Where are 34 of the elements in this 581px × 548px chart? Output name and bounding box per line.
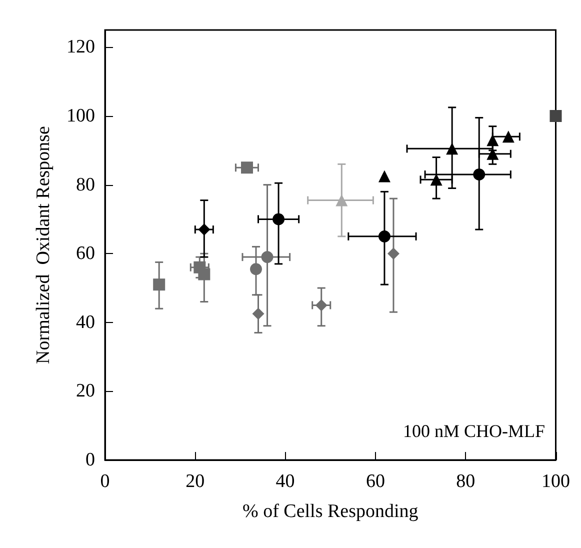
point	[315, 299, 328, 312]
y-tick-label: 40	[76, 312, 95, 333]
point	[502, 130, 514, 143]
point	[252, 308, 264, 320]
y-tick-label: 80	[76, 174, 95, 196]
point	[261, 251, 274, 264]
point	[473, 168, 486, 180]
x-tick-label: 100	[542, 471, 570, 492]
x-tick-label: 0	[100, 471, 110, 492]
y-axis-title: Normalized Oxidant Response	[33, 126, 54, 364]
y-tick-label: 20	[76, 380, 95, 402]
x-tick-label: 20	[186, 471, 205, 492]
x-tick-label: 60	[366, 471, 385, 492]
point	[446, 142, 458, 155]
point	[378, 230, 390, 242]
point	[387, 248, 400, 260]
point	[378, 170, 390, 182]
point	[194, 261, 206, 274]
point	[272, 213, 285, 226]
y-tick-label: 60	[76, 243, 95, 264]
x-tick-label: 80	[456, 471, 476, 492]
point	[250, 263, 262, 276]
annotation: 100 nM CHO-MLF	[402, 421, 545, 441]
y-tick-label: 0	[86, 450, 95, 470]
point	[430, 174, 442, 186]
y-tick-label: 100	[66, 106, 95, 126]
y-tick-label: 120	[66, 36, 95, 58]
point	[550, 110, 562, 122]
point	[198, 224, 210, 236]
point	[336, 194, 348, 206]
point	[240, 162, 253, 174]
x-tick-label: 40	[276, 471, 295, 492]
x-axis-title: % of Cells Responding	[242, 501, 419, 522]
point	[153, 278, 166, 291]
